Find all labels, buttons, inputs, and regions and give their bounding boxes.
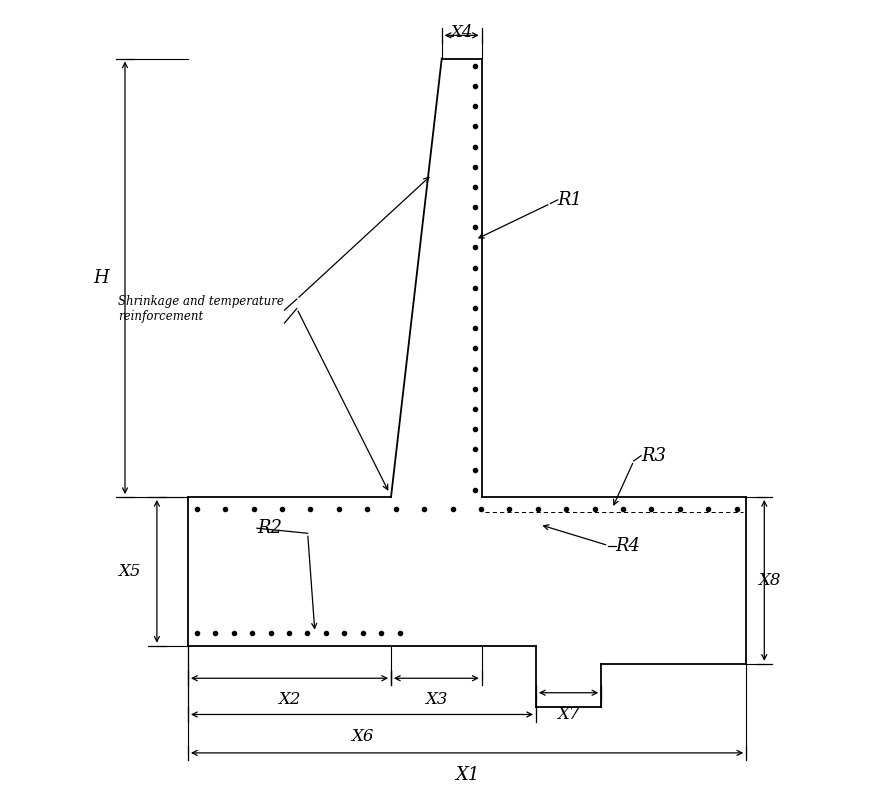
Text: H: H [93,269,109,287]
Text: X8: X8 [758,572,780,589]
Text: R3: R3 [641,447,666,464]
Text: X5: X5 [118,563,141,580]
Text: X3: X3 [425,691,448,708]
Text: X4: X4 [450,24,473,41]
Text: R1: R1 [558,191,583,209]
Text: X2: X2 [278,691,301,708]
Text: Shrinkage and temperature
reinforcement: Shrinkage and temperature reinforcement [118,295,283,323]
Text: R4: R4 [616,537,640,555]
Text: R2: R2 [257,519,282,537]
Text: X7: X7 [557,706,580,723]
Text: X6: X6 [351,727,374,744]
Text: X1: X1 [455,766,480,784]
